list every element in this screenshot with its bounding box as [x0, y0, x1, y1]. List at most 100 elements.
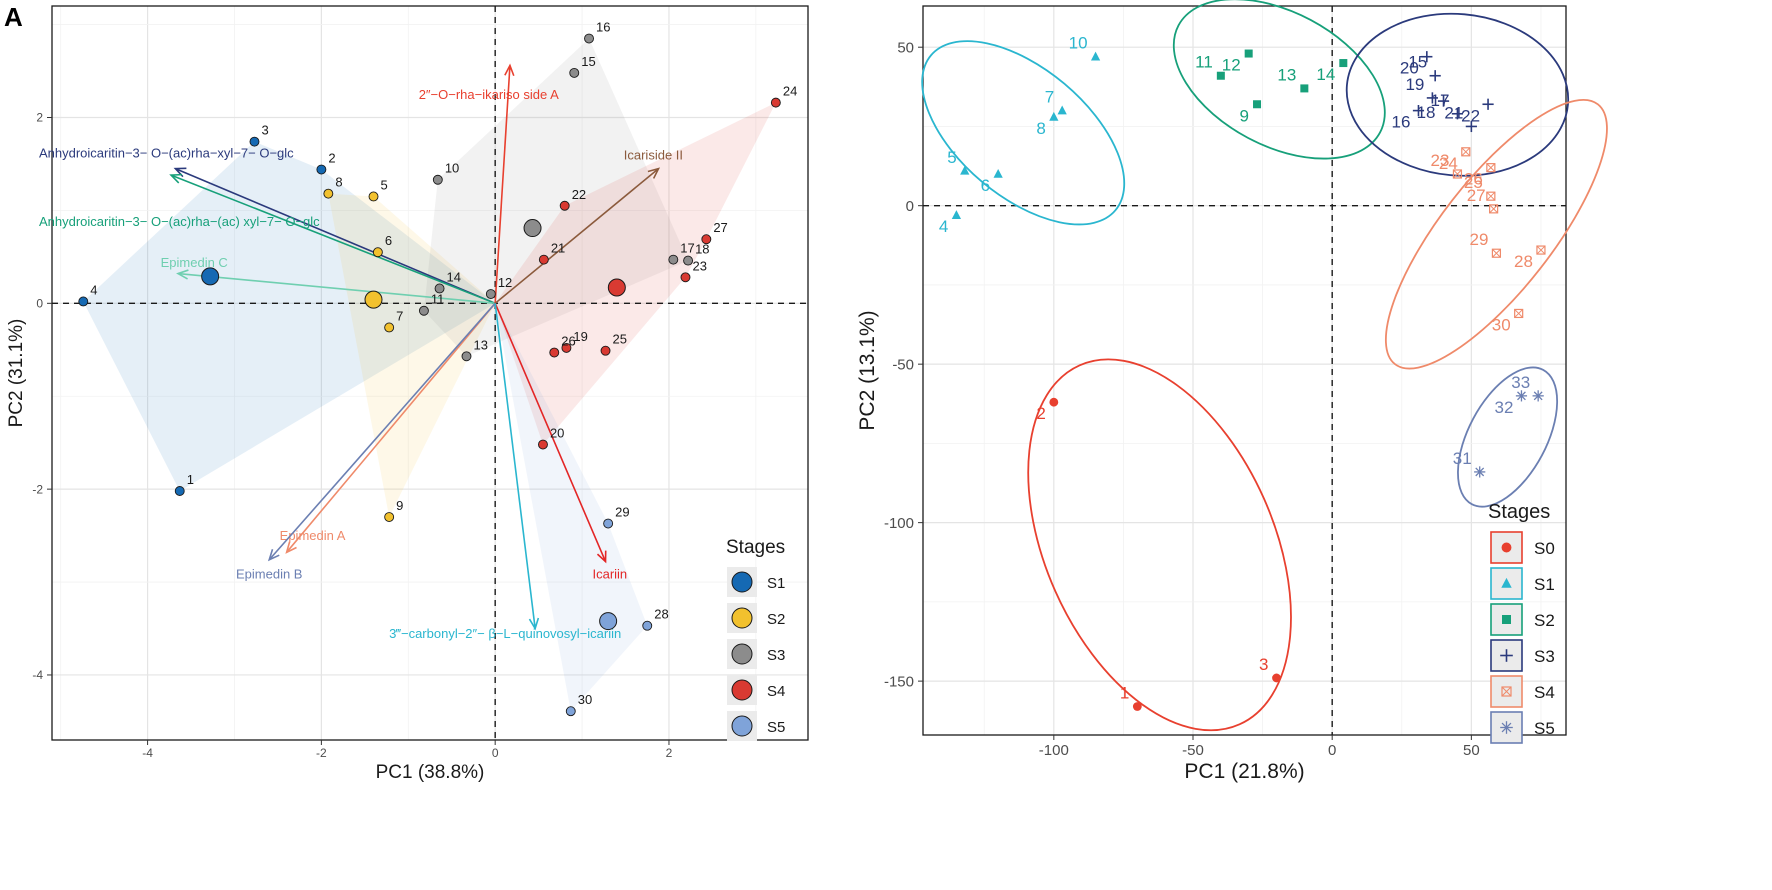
ellipse-s5 — [1457, 366, 1559, 508]
loading-arrowhead — [647, 167, 661, 179]
loading-label: Anhydroicaritin−3− O−(ac)rha−(ac) xyl−7−… — [39, 214, 320, 229]
x-tick-label: -100 — [1039, 742, 1069, 759]
plot-frame — [51, 5, 809, 741]
x-axis-title: PC1 (38.8%) — [376, 762, 485, 783]
sample-point — [1253, 100, 1262, 109]
legend-label: S2 — [767, 611, 785, 628]
loading-arrowhead — [528, 617, 540, 631]
loading-arrow — [494, 65, 511, 304]
sample-point — [1421, 51, 1433, 63]
marker-stroke — [1486, 163, 1496, 173]
loading-arrow — [268, 302, 496, 561]
sample-point — [1486, 163, 1496, 173]
hull-s3 — [423, 38, 689, 357]
y-tick-label: 0 — [906, 198, 914, 215]
ellipse-s2 — [1172, 0, 1386, 160]
sample-label: 8 — [335, 175, 342, 190]
sample-point — [1486, 191, 1496, 201]
legend-label: S5 — [1534, 719, 1555, 738]
marker-stroke — [1461, 147, 1471, 157]
y-axis-title: PC2 (13.1%) — [856, 310, 879, 430]
sample-point — [770, 97, 781, 108]
sample-point — [434, 283, 445, 294]
sample-point — [993, 168, 1003, 178]
sample-point — [418, 305, 429, 316]
legend-key — [1500, 721, 1513, 734]
sample-label: 13 — [473, 337, 487, 352]
sample-label: 21 — [1444, 103, 1463, 122]
sample-point — [1461, 147, 1471, 157]
y-axis-title: PC2 (31.1%) — [6, 319, 27, 428]
marker-stroke — [1452, 169, 1463, 179]
loading-arrow — [177, 272, 496, 305]
sample-point — [1474, 466, 1486, 478]
loading-label: Icariin — [592, 566, 627, 581]
legend-key — [1501, 577, 1512, 588]
x-tick-label: -2 — [316, 746, 327, 760]
sample-label: 18 — [695, 242, 709, 257]
sample-point — [174, 486, 185, 496]
sample-point — [1451, 108, 1464, 120]
legend-key — [731, 607, 753, 629]
sample-label: 25 — [1464, 173, 1483, 192]
y-tick-label: -150 — [884, 673, 914, 690]
x-tick-label: 0 — [492, 746, 499, 760]
sample-point — [701, 234, 712, 245]
hull-s2 — [328, 193, 496, 518]
marker-stroke — [1461, 147, 1471, 157]
x-tick-label: 0 — [1328, 742, 1336, 759]
sample-point — [1339, 59, 1348, 68]
sample-point — [569, 67, 580, 78]
marker-stroke — [1536, 245, 1546, 255]
plot-background — [52, 6, 808, 740]
sample-point — [538, 439, 548, 450]
marker-stroke — [1501, 686, 1512, 697]
sample-point — [249, 136, 260, 147]
loading-label: Anhydroicaritin−3− O−(ac)rha−xyl−7− O−gl… — [39, 145, 294, 160]
sample-label: 29 — [1469, 230, 1488, 249]
sample-label: 27 — [1467, 186, 1486, 205]
sample-point — [1452, 169, 1463, 179]
sample-point — [549, 347, 560, 358]
sample-label: 14 — [447, 269, 461, 284]
hull-s1 — [83, 141, 496, 491]
sample-point — [1216, 71, 1225, 80]
legend-key — [731, 571, 753, 593]
group-centroid — [523, 219, 542, 238]
legend-label: S3 — [1534, 647, 1555, 666]
sample-point — [368, 191, 379, 202]
sample-label: 17 — [1431, 91, 1450, 110]
sample-point — [485, 289, 496, 299]
sample-point — [1049, 111, 1059, 121]
sample-label: 33 — [1511, 373, 1530, 392]
sample-label: 6 — [981, 176, 990, 195]
loading-arrow — [494, 303, 536, 629]
x-tick-label: -4 — [142, 746, 153, 760]
hull-s5 — [495, 303, 648, 712]
sample-point — [584, 33, 594, 44]
sample-point — [1489, 204, 1499, 214]
sample-label: 19 — [1405, 75, 1424, 94]
sample-point — [78, 296, 89, 307]
sample-label: 23 — [1431, 151, 1450, 170]
confidence-ellipses — [921, 0, 1608, 732]
sample-label: 12 — [1222, 56, 1241, 75]
legend-title: Stages — [1488, 501, 1550, 523]
marker-stroke — [1453, 169, 1462, 179]
sample-label: 17 — [680, 241, 694, 256]
y-tick-label: -100 — [884, 515, 914, 532]
sample-label: 9 — [1240, 106, 1249, 125]
sample-point — [1465, 120, 1477, 133]
legend-label: S2 — [1534, 611, 1555, 630]
loading-arrow — [175, 167, 496, 305]
y-tick-label: -50 — [892, 356, 914, 373]
sample-point — [600, 345, 611, 356]
sample-point — [1244, 49, 1253, 58]
sample-point — [384, 322, 395, 333]
sample-point — [432, 174, 443, 185]
sample-label: 11 — [1195, 53, 1213, 72]
sample-point — [1090, 51, 1101, 61]
